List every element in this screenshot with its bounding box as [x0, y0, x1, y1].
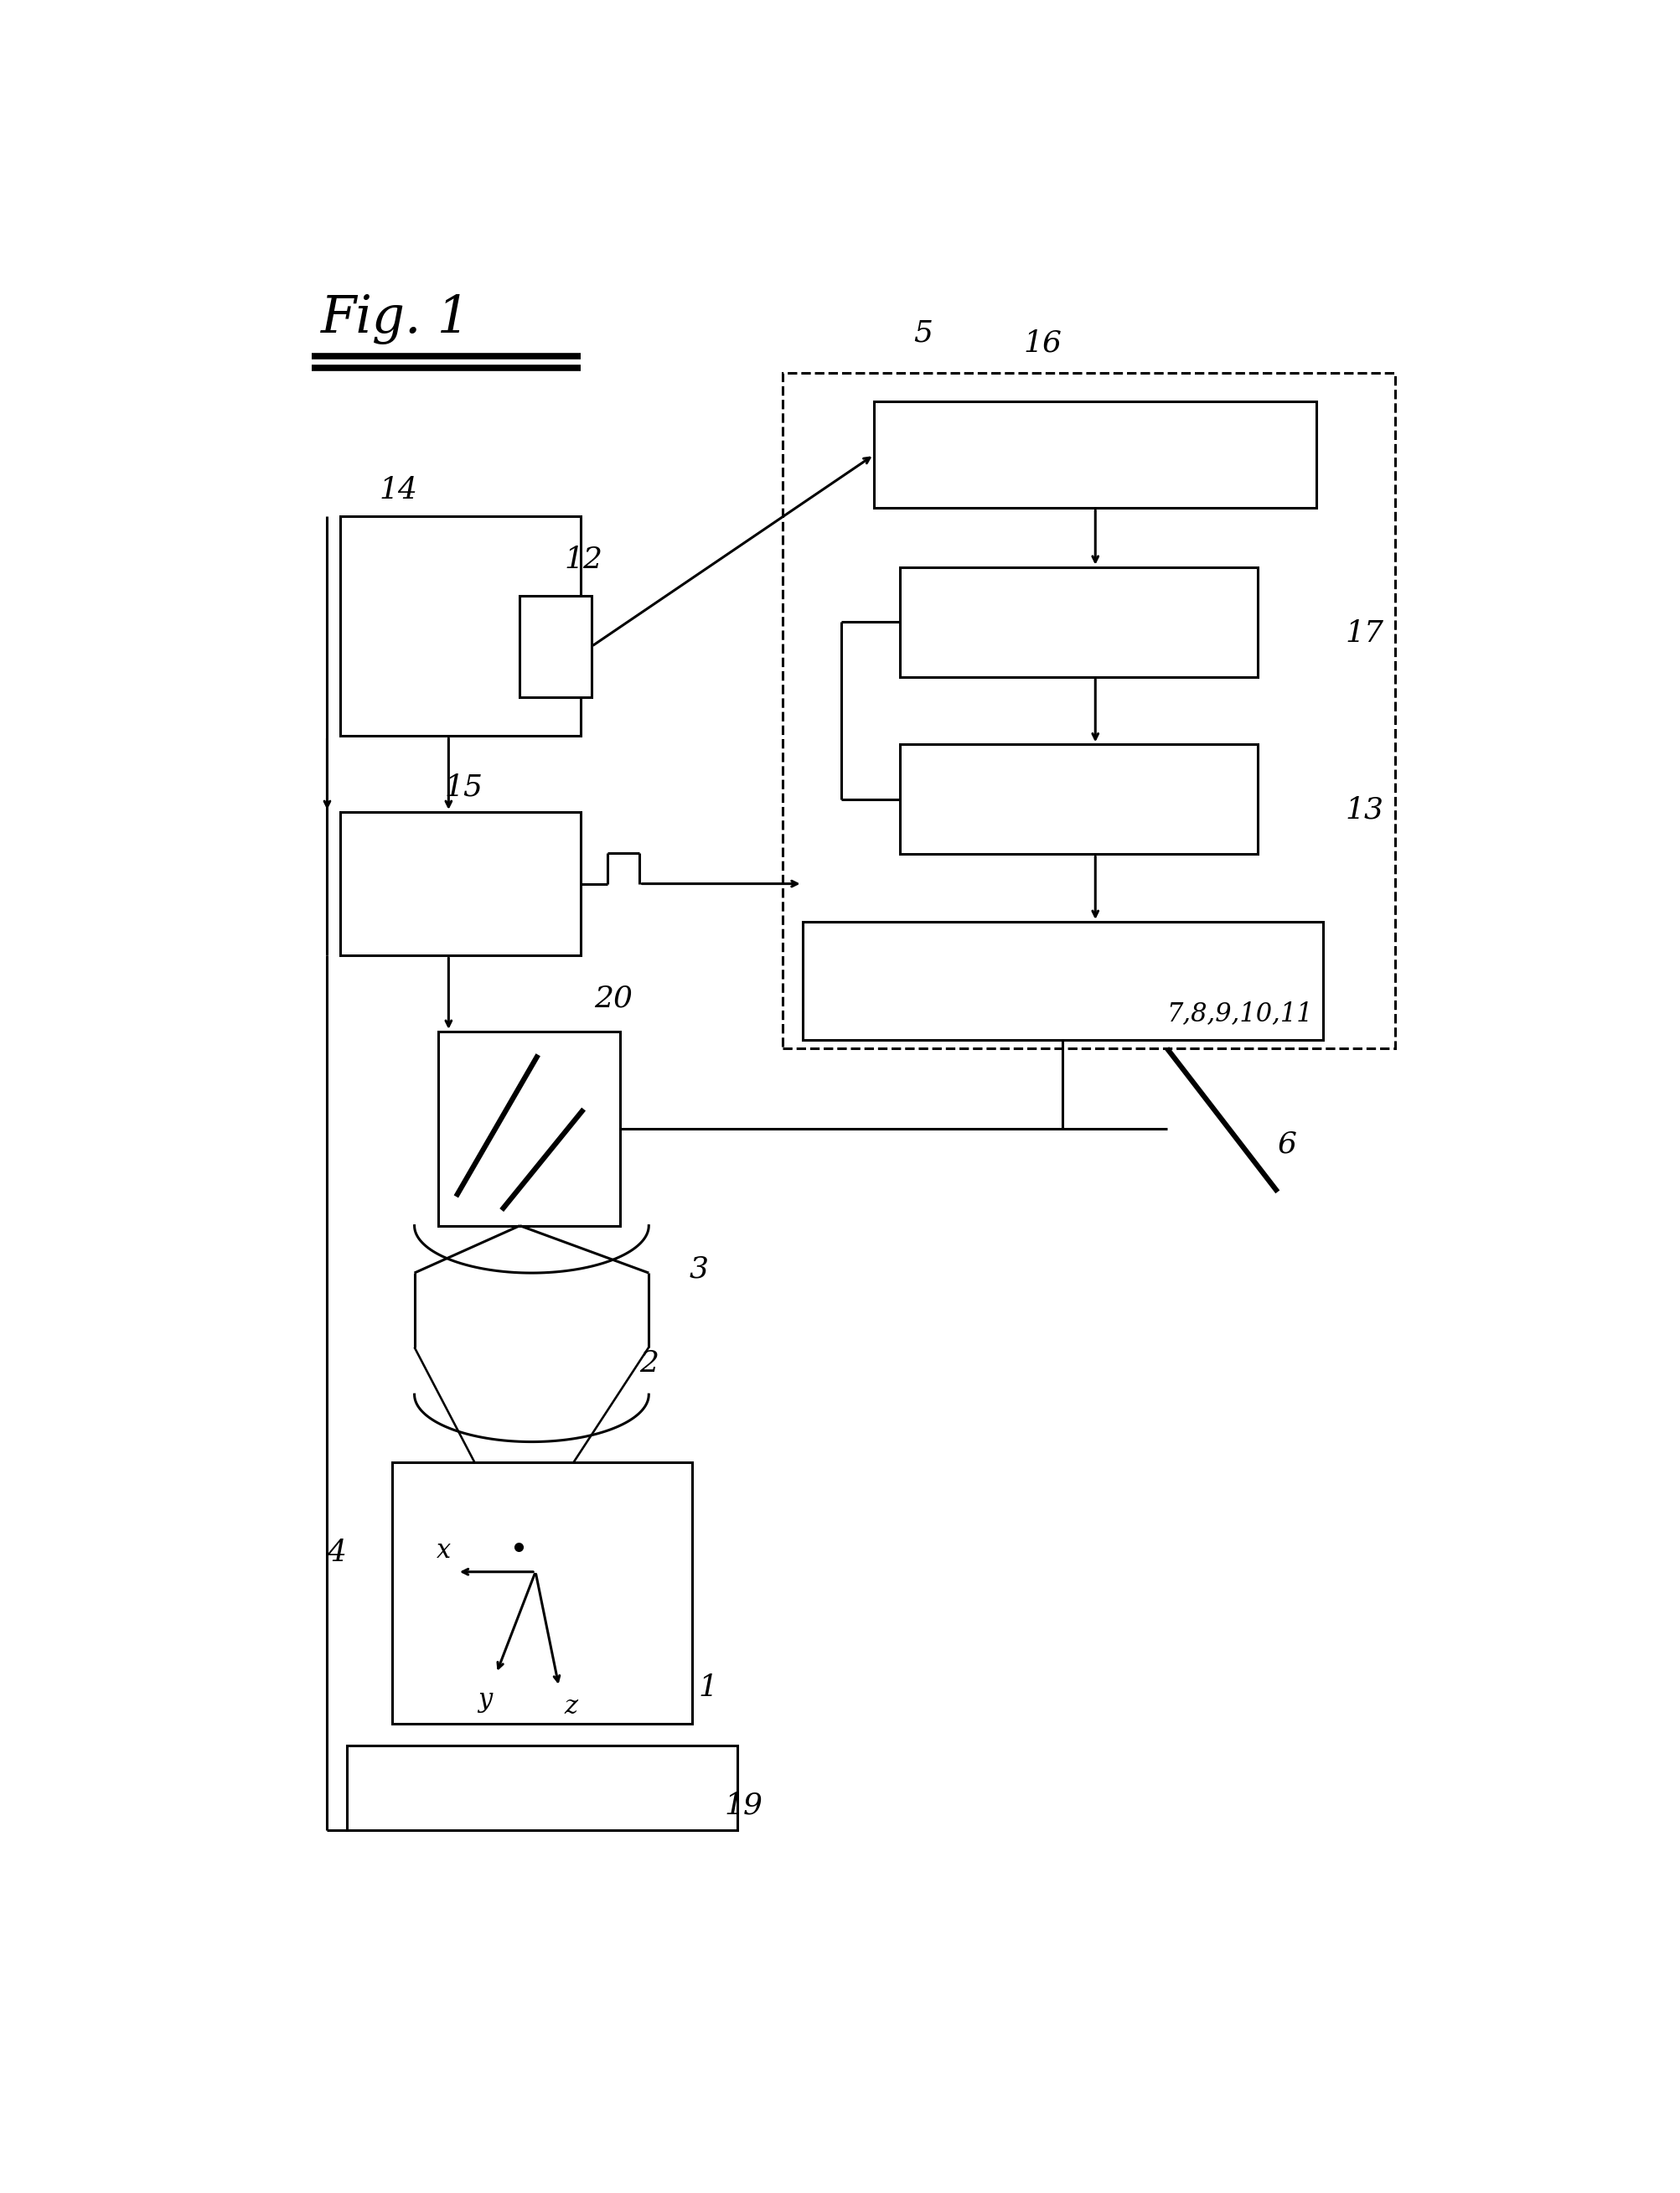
- Text: 4: 4: [328, 1537, 346, 1566]
- Text: 3: 3: [689, 1254, 709, 1283]
- Text: 15: 15: [444, 774, 482, 803]
- Bar: [783, 373, 1394, 1048]
- Text: 2: 2: [640, 1349, 659, 1377]
- Text: 17: 17: [1346, 621, 1384, 649]
- Bar: [391, 1463, 692, 1724]
- Text: 16: 16: [1023, 329, 1062, 357]
- Bar: [900, 743, 1258, 853]
- Text: 7,8,9,10,11: 7,8,9,10,11: [1168, 1000, 1314, 1026]
- Bar: [519, 596, 591, 697]
- Text: Fig. 1: Fig. 1: [321, 294, 470, 344]
- Text: 5: 5: [914, 320, 932, 346]
- Text: 1: 1: [699, 1673, 717, 1702]
- Text: 19: 19: [724, 1792, 763, 1820]
- Text: 13: 13: [1346, 796, 1384, 825]
- Text: 14: 14: [380, 476, 418, 504]
- Bar: [339, 518, 581, 737]
- Text: x: x: [437, 1537, 450, 1564]
- Bar: [438, 1031, 620, 1226]
- Bar: [339, 811, 581, 956]
- Bar: [900, 568, 1258, 678]
- Text: 20: 20: [595, 985, 633, 1013]
- Text: 12: 12: [564, 546, 603, 575]
- Bar: [874, 401, 1317, 509]
- Text: y: y: [479, 1686, 492, 1713]
- Bar: [803, 921, 1324, 1039]
- Text: 6: 6: [1277, 1129, 1297, 1158]
- Text: z: z: [564, 1693, 578, 1719]
- Bar: [346, 1746, 738, 1831]
